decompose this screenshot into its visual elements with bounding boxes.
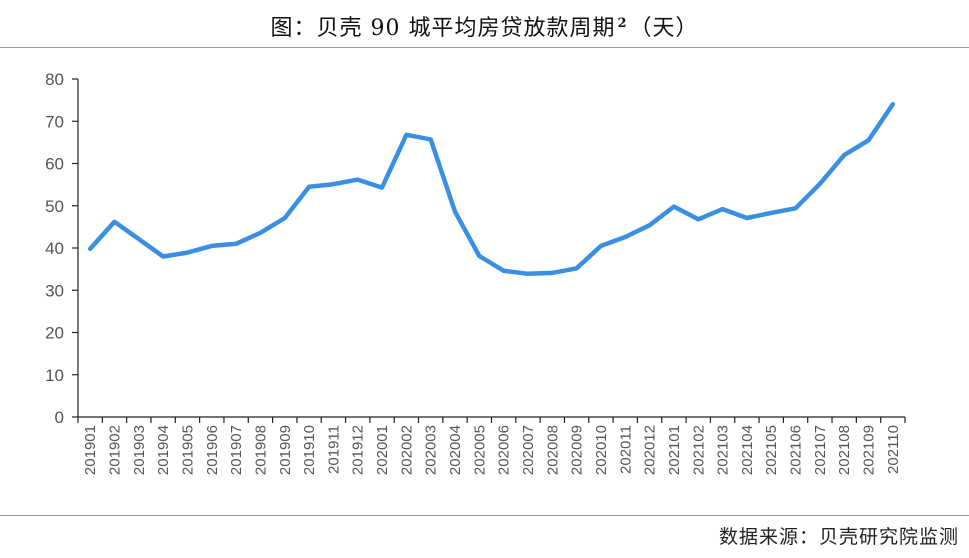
x-tick-label: 202010	[593, 425, 610, 475]
x-tick-label: 201911	[325, 425, 342, 474]
y-tick-label: 0	[55, 408, 64, 427]
data-source-note: 数据来源：贝壳研究院监测	[718, 526, 959, 548]
title-footnote-mark: 2	[617, 16, 628, 31]
x-tick-label: 202003	[423, 425, 440, 475]
y-tick-label: 20	[45, 324, 64, 343]
x-tick-label: 202102	[690, 425, 707, 475]
title-main: 图：贝壳 90 城平均房贷放款周期	[270, 16, 616, 41]
y-tick-label: 80	[45, 70, 64, 89]
x-tick-label: 202007	[520, 425, 537, 475]
top-divider	[0, 47, 969, 48]
x-tick-label: 202109	[861, 425, 878, 475]
x-tick-label: 202110	[885, 425, 902, 474]
bottom-divider	[0, 515, 969, 516]
x-tick-label: 202005	[471, 425, 488, 475]
x-tick-label: 202004	[447, 425, 464, 475]
x-tick-label: 202105	[763, 425, 780, 475]
x-tick-label: 202008	[544, 425, 561, 475]
x-tick-label: 202012	[642, 425, 659, 475]
x-tick-label: 201905	[179, 425, 196, 475]
x-tick-label: 202108	[836, 425, 853, 475]
x-tick-label: 201910	[301, 425, 318, 475]
x-tick-label: 202101	[666, 425, 683, 475]
x-tick-label: 202104	[739, 425, 756, 475]
x-tick-label: 201907	[228, 425, 245, 475]
y-tick-label: 70	[45, 112, 64, 131]
x-tick-label: 202106	[788, 425, 805, 475]
x-tick-label: 201903	[131, 425, 148, 475]
x-tick-label: 202107	[812, 425, 829, 475]
y-tick-label: 30	[45, 281, 64, 300]
x-tick-label: 202103	[715, 425, 732, 475]
y-tick-label: 50	[45, 197, 64, 216]
series-line	[87, 102, 896, 277]
x-tick-label: 202009	[569, 425, 586, 475]
y-tick-label: 40	[45, 239, 64, 258]
x-tick-label: 202001	[374, 425, 391, 475]
x-tick-label: 201908	[252, 425, 269, 475]
x-tick-label: 201901	[82, 425, 99, 475]
x-tick-label: 201909	[277, 425, 294, 475]
x-tick-label: 202002	[398, 425, 415, 475]
chart-title: 图：贝壳 90 城平均房贷放款周期 2（天）	[0, 10, 969, 42]
x-tick-label: 201912	[350, 425, 367, 475]
x-tick-label: 202011	[617, 425, 634, 474]
x-tick-label: 201906	[204, 425, 221, 475]
x-tick-label: 201904	[155, 425, 172, 475]
x-tick-label: 201902	[106, 425, 123, 475]
title-unit: （天）	[629, 16, 699, 41]
y-tick-label: 60	[45, 155, 64, 174]
x-tick-label: 202006	[496, 425, 513, 475]
y-tick-label: 10	[45, 366, 64, 385]
